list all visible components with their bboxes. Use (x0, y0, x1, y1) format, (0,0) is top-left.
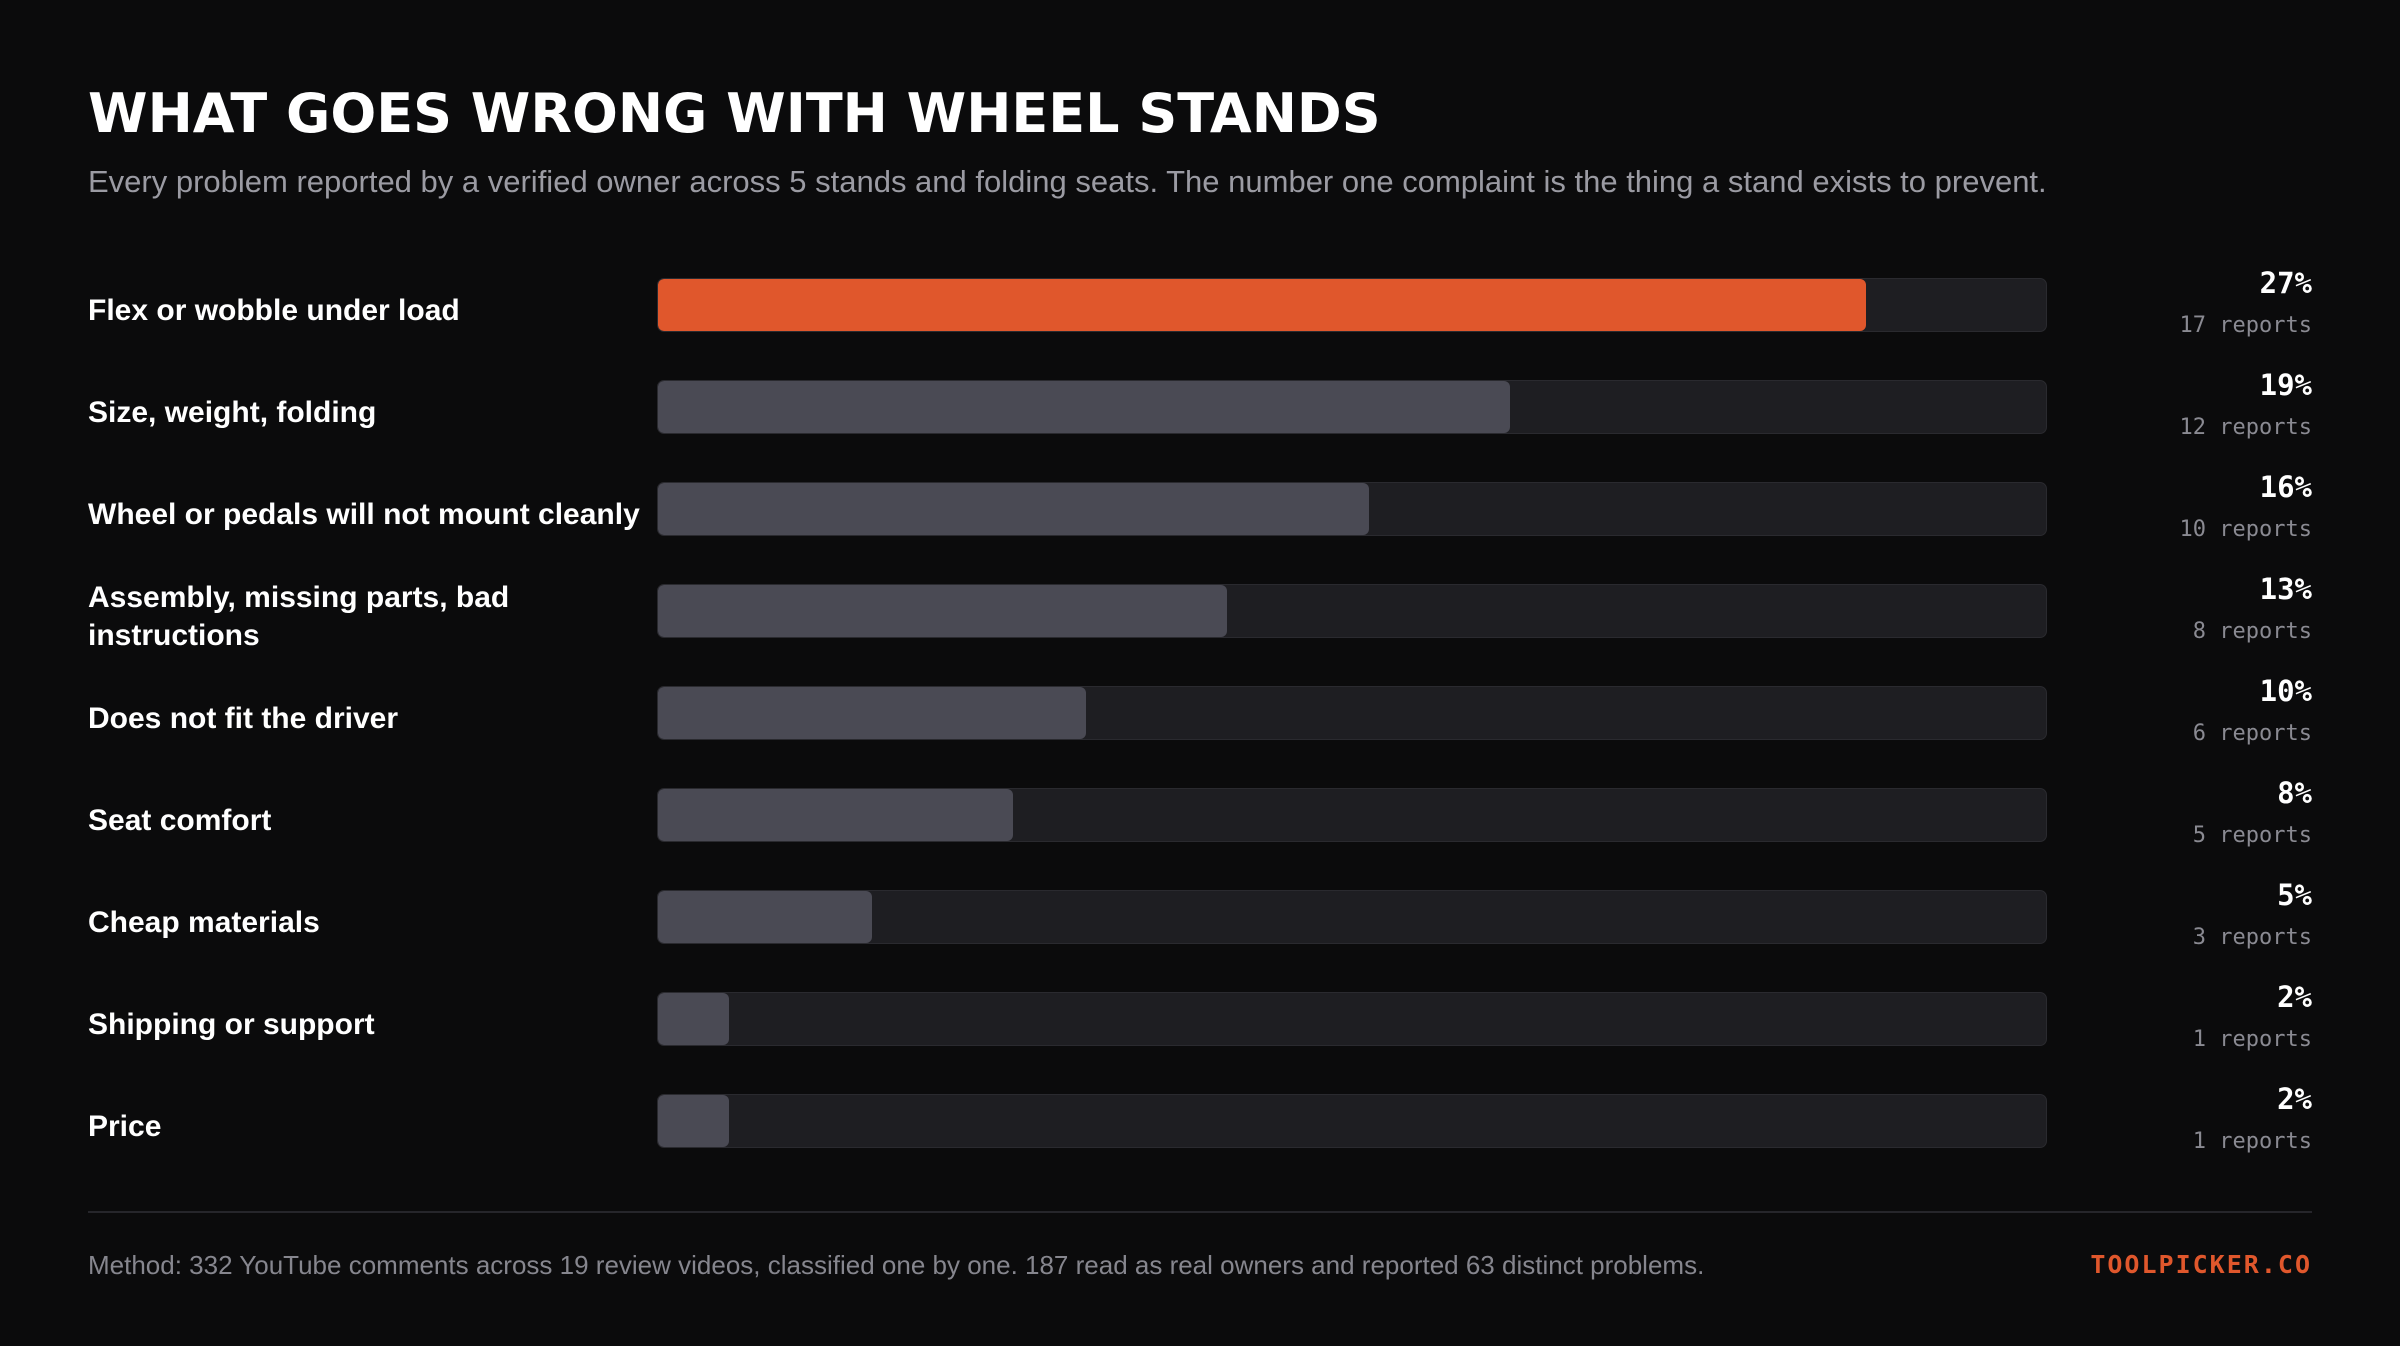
bar (658, 993, 729, 1045)
bar-track (657, 788, 2047, 842)
report-count-label: 6 reports (2192, 721, 2312, 746)
report-count-label: 3 reports (2192, 925, 2312, 950)
report-count-label: 8 reports (2192, 619, 2312, 644)
report-count-label: 1 reports (2192, 1027, 2312, 1052)
chart-row: Assembly, missing parts, bad instruction… (0, 566, 2400, 668)
percent-label: 5% (2277, 878, 2312, 912)
bar (658, 381, 1511, 433)
bar-track (657, 992, 2047, 1046)
method-note: Method: 332 YouTube comments across 19 r… (88, 1250, 1705, 1280)
bar (658, 483, 1369, 535)
bar-track (657, 380, 2047, 434)
bar (658, 891, 872, 943)
report-count-label: 12 reports (2179, 415, 2312, 440)
bar (658, 1095, 729, 1147)
chart-row: Cheap materials 5% 3 reports (0, 872, 2400, 974)
percent-label: 27% (2259, 266, 2312, 300)
bar (658, 279, 1866, 331)
category-label: Cheap materials (88, 906, 320, 939)
bar (658, 789, 1014, 841)
percent-label: 8% (2277, 776, 2312, 810)
chart-row: Size, weight, folding 19% 12 reports (0, 362, 2400, 464)
chart-row: Price 2% 1 reports (0, 1076, 2400, 1178)
category-label: Price (88, 1110, 162, 1143)
percent-label: 19% (2259, 368, 2312, 402)
chart-title: WHAT GOES WRONG WITH WHEEL STANDS (88, 82, 1381, 145)
category-label: Wheel or pedals will not mount cleanly (88, 498, 640, 531)
report-count-label: 10 reports (2179, 517, 2312, 542)
brand-link[interactable]: TOOLPICKER.CO (2090, 1250, 2312, 1279)
percent-label: 13% (2259, 572, 2312, 606)
chart-row: Wheel or pedals will not mount cleanly 16… (0, 464, 2400, 566)
chart-subtitle: Every problem reported by a verified own… (88, 164, 2047, 199)
percent-label: 10% (2259, 674, 2312, 708)
footer-divider (88, 1211, 2312, 1213)
chart-row: Flex or wobble under load 27% 17 reports (0, 260, 2400, 362)
chart-row: Seat comfort 8% 5 reports (0, 770, 2400, 872)
percent-label: 2% (2277, 1082, 2312, 1116)
category-label: Seat comfort (88, 804, 272, 837)
report-count-label: 5 reports (2192, 823, 2312, 848)
chart-row: Does not fit the driver 10% 6 reports (0, 668, 2400, 770)
category-label: Size, weight, folding (88, 396, 377, 429)
bar (658, 687, 1086, 739)
bar-track (657, 890, 2047, 944)
percent-label: 2% (2277, 980, 2312, 1014)
bar-track (657, 686, 2047, 740)
category-label: Assembly, missing parts, bad instruction… (88, 581, 510, 652)
bar-track (657, 482, 2047, 536)
bar-chart: Flex or wobble under load 27% 17 reports Si… (0, 260, 2400, 1180)
category-label: Flex or wobble under load (88, 294, 460, 327)
percent-label: 16% (2259, 470, 2312, 504)
chart-row: Shipping or support 2% 1 reports (0, 974, 2400, 1076)
report-count-label: 17 reports (2179, 313, 2312, 338)
bar-track (657, 278, 2047, 332)
bar-track (657, 584, 2047, 638)
bar-track (657, 1094, 2047, 1148)
report-count-label: 1 reports (2192, 1129, 2312, 1154)
category-label: Shipping or support (88, 1008, 375, 1041)
bar (658, 585, 1228, 637)
category-label: Does not fit the driver (88, 702, 399, 735)
